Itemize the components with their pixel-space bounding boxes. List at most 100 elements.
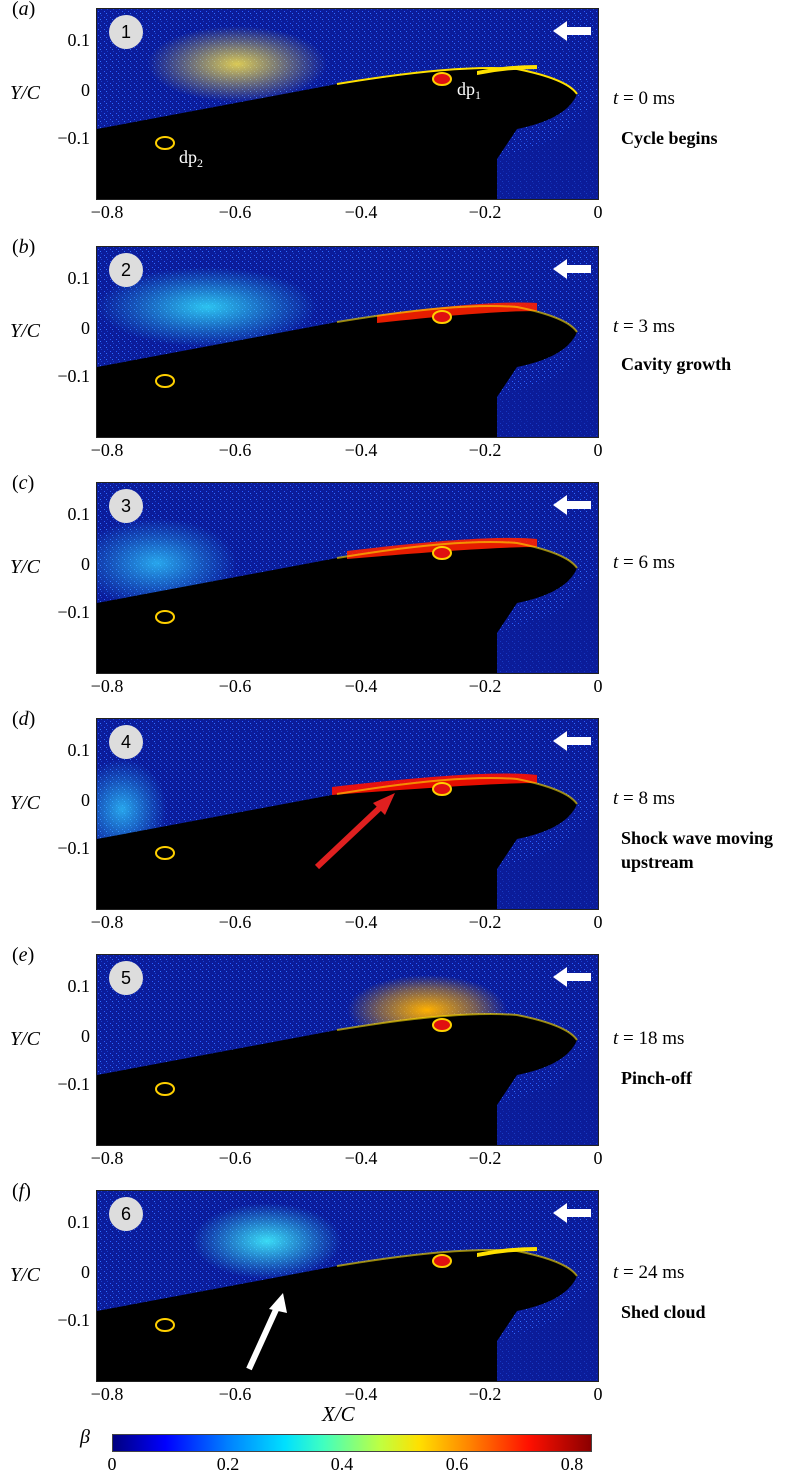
panel-c: (c) xyxy=(0,472,803,714)
y-tick: 0 xyxy=(81,318,90,338)
x-tick: −0.6 xyxy=(218,202,252,222)
hydrofoil-shadow xyxy=(97,542,577,673)
shock-arrow-head xyxy=(373,793,395,815)
y-tick: −0.1 xyxy=(57,1074,90,1094)
hydrofoil-shadow xyxy=(97,1014,577,1145)
attached-cavity xyxy=(377,302,537,323)
panel-e: (e) xyxy=(0,944,803,1186)
cavitation-image: dp1 dp2 1 xyxy=(96,8,599,200)
y-tick: 0 xyxy=(81,1262,90,1282)
colorbar xyxy=(112,1434,592,1452)
frame-number: 1 xyxy=(109,15,143,49)
x-tick: −0.2 xyxy=(468,1384,502,1404)
time-label: t = 0 ms xyxy=(613,88,675,109)
colorbar-tick: 0.2 xyxy=(216,1454,240,1474)
y-tick: −0.1 xyxy=(57,1310,90,1330)
lower-wedge xyxy=(497,338,598,437)
x-tick: −0.6 xyxy=(218,912,252,932)
x-tick: −0.2 xyxy=(468,676,502,696)
y-axis-label: Y/C xyxy=(10,792,41,814)
panel-label: (e) xyxy=(12,944,35,966)
sensor-dp1 xyxy=(432,1018,452,1032)
panel-label: (c) xyxy=(12,472,35,494)
y-tick: 0.1 xyxy=(67,504,91,524)
lower-wedge xyxy=(497,1282,598,1381)
x-tick: −0.2 xyxy=(468,1148,502,1168)
lower-wedge xyxy=(497,1046,598,1145)
x-tick: −0.6 xyxy=(218,1148,252,1168)
flow-direction-arrow xyxy=(553,1203,591,1223)
x-tick: −0.8 xyxy=(90,912,124,932)
panel-f: (f) xyxy=(0,1180,803,1422)
lower-shadow xyxy=(123,633,497,673)
x-tick: −0.2 xyxy=(468,912,502,932)
hydrofoil-shadow xyxy=(97,68,577,199)
frame-number: 4 xyxy=(109,725,143,759)
colorbar-tick: 0.4 xyxy=(330,1454,354,1474)
time-label: t = 24 ms xyxy=(613,1262,685,1283)
colorbar-label: β xyxy=(80,1426,90,1448)
x-tick: −0.4 xyxy=(344,912,378,932)
x-tick: −0.4 xyxy=(344,676,378,696)
time-label: t = 3 ms xyxy=(613,316,675,337)
x-tick: −0.2 xyxy=(468,440,502,460)
y-axis-label: Y/C xyxy=(10,82,41,104)
y-tick: −0.1 xyxy=(57,366,90,386)
x-tick: −0.8 xyxy=(90,1148,124,1168)
y-tick: 0.1 xyxy=(67,976,91,996)
foil-edge xyxy=(336,305,578,333)
colorbar-tick: 0.8 xyxy=(560,1454,584,1474)
lower-wedge xyxy=(497,574,598,673)
shed-cloud-arrow xyxy=(246,1301,282,1371)
sensor-dp2 xyxy=(155,846,175,860)
cavitation-image: 5 xyxy=(96,954,599,1146)
cavitation-image: 3 xyxy=(96,482,599,674)
sensor-dp2 xyxy=(155,374,175,388)
y-tick: 0.1 xyxy=(67,740,91,760)
flow-direction-arrow xyxy=(553,967,591,987)
lower-shadow xyxy=(123,397,497,437)
attached-cavity xyxy=(477,1247,537,1257)
attached-cavity xyxy=(477,65,537,75)
sensor-dp1 xyxy=(432,72,452,86)
frame-number: 2 xyxy=(109,253,143,287)
y-tick: −0.1 xyxy=(57,838,90,858)
y-tick: 0 xyxy=(81,80,90,100)
x-tick: −0.6 xyxy=(218,676,252,696)
x-tick: −0.8 xyxy=(90,440,124,460)
frame-number: 5 xyxy=(109,961,143,995)
sensor-dp2 xyxy=(155,136,175,150)
frame-number: 3 xyxy=(109,489,143,523)
x-tick: 0 xyxy=(593,440,603,460)
phase-caption: Cavity growth xyxy=(621,354,732,374)
foil-edge xyxy=(336,777,578,805)
x-tick: 0 xyxy=(593,912,603,932)
y-tick: −0.1 xyxy=(57,602,90,622)
flow-direction-arrow xyxy=(553,259,591,279)
y-tick: 0.1 xyxy=(67,1212,91,1232)
lower-wedge xyxy=(497,100,598,199)
panel-d: (d) xyxy=(0,708,803,950)
time-label: t = 18 ms xyxy=(613,1028,685,1049)
panel-b: (b) xyxy=(0,236,803,478)
foil-edge xyxy=(336,541,578,569)
time-label: t = 8 ms xyxy=(613,788,675,809)
y-tick: 0 xyxy=(81,1026,90,1046)
x-tick: −0.8 xyxy=(90,202,124,222)
lower-shadow xyxy=(123,1105,497,1145)
y-axis-label: Y/C xyxy=(10,320,41,342)
foil-edge xyxy=(336,1013,578,1041)
cavitation-image: 4 xyxy=(96,718,599,910)
x-axis-label: X/C xyxy=(322,1402,355,1426)
sensor-dp1 xyxy=(432,310,452,324)
x-tick: 0 xyxy=(593,1148,603,1168)
x-tick: 0 xyxy=(593,1384,603,1404)
x-tick: −0.2 xyxy=(468,202,502,222)
y-tick: 0 xyxy=(81,554,90,574)
shed-cloud-arrow-head xyxy=(269,1293,287,1313)
flow-direction-arrow xyxy=(553,731,591,751)
phase-caption: Shed cloud xyxy=(621,1302,706,1322)
vapor-cloud xyxy=(147,26,327,102)
flow-direction-arrow xyxy=(553,495,591,515)
shock-arrow xyxy=(314,798,390,870)
